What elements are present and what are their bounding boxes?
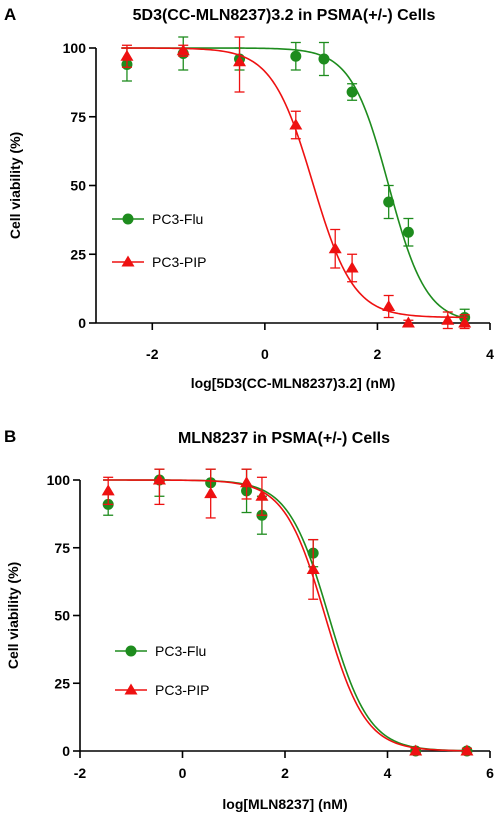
panel-letter: A [4,5,16,24]
y-tick-label: 100 [47,472,71,488]
x-tick-label: 4 [384,765,392,781]
data-point [120,49,134,61]
y-tick-label: 50 [54,608,70,624]
data-point [402,226,414,238]
legend-label: PC3-Flu [152,211,203,227]
data-point [290,50,302,62]
data-point [176,44,190,56]
fit-curve [103,479,470,752]
y-tick-label: 25 [54,675,70,691]
legend-marker [121,255,135,267]
y-tick-label: 0 [62,743,70,759]
data-point [345,261,359,273]
x-tick-label: -2 [74,765,87,781]
series-pc3-pip: PC3-PIP [101,468,474,756]
data-point [152,473,166,485]
data-point [458,316,472,328]
x-tick-label: 0 [179,765,187,781]
data-point [101,484,115,496]
y-tick-label: 75 [54,540,70,556]
y-tick-label: 50 [70,178,86,194]
legend-marker [124,683,138,695]
data-point [383,196,395,208]
data-point [441,313,455,325]
data-point [255,489,269,501]
x-tick-label: 6 [486,765,494,781]
fit-curve [121,47,468,320]
y-tick-label: 25 [70,246,86,262]
data-point [382,300,396,312]
y-tick-label: 100 [63,40,87,56]
fit-curve [103,479,470,752]
fit-curve [121,47,468,319]
legend-label: PC3-PIP [152,254,206,270]
series-pc3-flu: PC3-Flu [112,36,471,327]
legend-marker [122,213,134,225]
data-point [318,53,330,65]
y-axis-label: Cell viability (%) [7,132,23,239]
legend-marker [125,645,137,657]
data-point [409,744,423,756]
data-point [460,744,474,756]
x-tick-label: 2 [374,346,382,362]
x-tick-label: 4 [486,346,494,362]
data-point [306,562,320,574]
legend-label: PC3-Flu [155,643,206,659]
legend-label: PC3-PIP [155,682,209,698]
x-tick-label: 0 [261,346,269,362]
chart-title: MLN8237 in PSMA(+/-) Cells [178,430,390,447]
data-point [401,316,415,328]
y-tick-label: 75 [70,109,86,125]
data-point [346,86,358,98]
series-pc3-pip: PC3-PIP [112,36,472,330]
y-axis-label: Cell viability (%) [5,562,21,669]
series-pc3-flu: PC3-Flu [102,468,473,757]
x-tick-label: 2 [281,765,289,781]
data-point [240,476,254,488]
data-point [233,55,247,67]
data-point [289,118,303,130]
y-tick-label: 0 [78,315,86,331]
chart-title: 5D3(CC-MLN8237)3.2 in PSMA(+/-) Cells [133,7,436,24]
data-point [328,242,342,254]
panel-a: A 5D3(CC-MLN8237)3.2 in PSMA(+/-) Cells 0 2… [4,5,494,391]
panel-letter: B [4,427,16,446]
x-axis-label: log[MLN8237] (nM) [222,796,347,812]
data-point [204,487,218,499]
x-axis-label: log[5D3(CC-MLN8237)3.2] (nM) [191,375,396,391]
x-tick-label: -2 [146,346,159,362]
